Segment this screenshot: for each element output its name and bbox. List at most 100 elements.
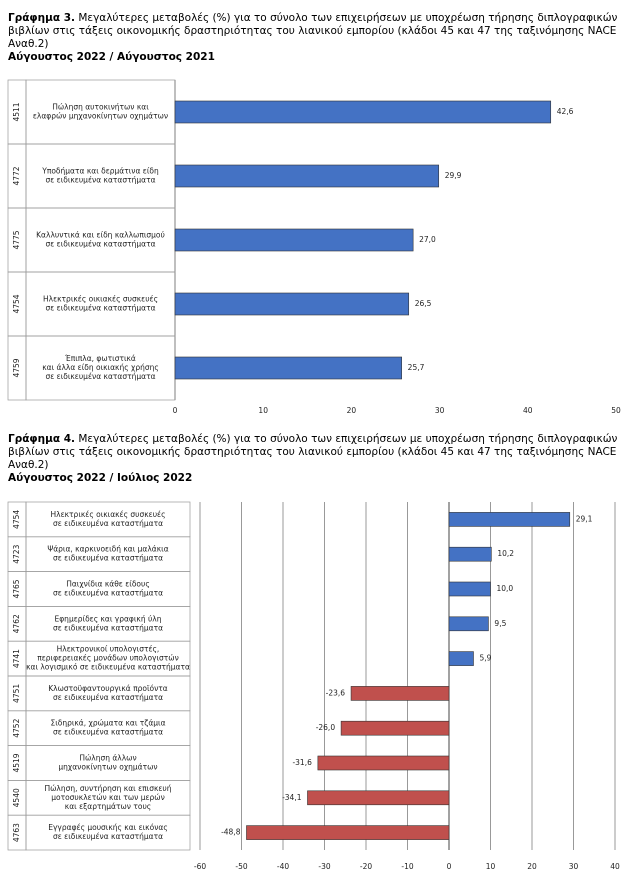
category-label: και εξαρτημάτων τους: [65, 802, 151, 811]
category-code: 4519: [12, 753, 21, 772]
category-code: 4759: [12, 358, 21, 377]
bar: [174, 292, 410, 316]
x-tick-label: -20: [360, 862, 372, 871]
category-label: Παιχνίδια κάθε είδους: [66, 580, 150, 589]
value-label: 42,6: [557, 107, 574, 116]
value-label: 29,9: [445, 171, 462, 180]
category-label: Πώληση, συντήρηση και επισκευή: [44, 784, 171, 793]
figure-label: Γράφημα 4.: [8, 433, 75, 445]
bar: [174, 100, 552, 124]
bar: [340, 720, 450, 736]
category-label: μηχανοκίνητων οχημάτων: [58, 763, 157, 772]
bar: [317, 755, 450, 771]
x-tick-label: -60: [194, 862, 206, 871]
category-code: 4752: [12, 718, 21, 737]
x-tick-label: 10: [486, 862, 496, 871]
bar: [246, 825, 450, 840]
x-tick-label: 20: [527, 862, 537, 871]
bar: [448, 581, 491, 597]
category-label: σε ειδικευμένα καταστήματα: [45, 372, 155, 381]
x-tick-label: 0: [447, 862, 452, 871]
category-code: 4511: [12, 102, 21, 121]
category-label: Καλλυντικά και είδη καλλωπισμού: [36, 231, 165, 240]
x-tick-label: 50: [611, 406, 621, 415]
x-tick-label: 30: [435, 406, 445, 415]
category-label: Έπιπλα, φωτιστικά: [64, 354, 136, 363]
figure-label: Γράφημα 3.: [8, 12, 75, 24]
value-label: 10,2: [497, 549, 514, 558]
category-label: περιφερειακές μονάδων υπολογιστών: [37, 654, 179, 663]
bar: [448, 546, 492, 562]
category-label: σε ειδικευμένα καταστήματα: [45, 176, 155, 185]
category-code: 4763: [12, 823, 21, 842]
category-label: Σιδηρικά, χρώματα και τζάμια: [50, 719, 165, 728]
category-label: μοτοσυκλετών και των μερών: [51, 793, 165, 802]
chart-title: Μεγαλύτερες μεταβολές (%) για το σύνολο …: [8, 12, 618, 50]
category-label: Εφημερίδες και γραφική ύλη: [55, 614, 162, 623]
category-label: σε ειδικευμένα καταστήματα: [53, 693, 163, 702]
category-label: σε ειδικευμένα καταστήματα: [45, 304, 155, 313]
category-code: 4754: [12, 510, 21, 529]
chart-subtitle: Αύγουστος 2022 / Ιούλιος 2022: [8, 472, 193, 484]
category-code: 4772: [12, 166, 21, 185]
value-label: 25,7: [408, 363, 425, 372]
bar: [448, 616, 489, 632]
bar: [307, 790, 450, 806]
category-cell: [25, 814, 191, 851]
bar: [350, 686, 450, 701]
category-label: σε ειδικευμένα καταστήματα: [45, 240, 155, 249]
value-label: 10,0: [497, 584, 514, 593]
category-label: και λογισμικό σε ειδικευμένα καταστήματα: [26, 663, 190, 672]
category-label: σε ειδικευμένα καταστήματα: [53, 554, 163, 563]
category-code: 4540: [12, 788, 21, 807]
value-label: -34,1: [282, 793, 302, 802]
x-tick-label: -30: [318, 862, 330, 871]
value-label: 26,5: [415, 299, 432, 308]
bar: [174, 164, 440, 188]
x-tick-label: -50: [235, 862, 247, 871]
category-label: σε ειδικευμένα καταστήματα: [53, 519, 163, 528]
value-label: -31,6: [292, 758, 312, 767]
category-label: Κλωστοϋφαντουργικά προϊόντα: [48, 684, 168, 693]
category-code: 4751: [12, 684, 21, 703]
category-code: 4762: [12, 614, 21, 633]
chart-title-block: Γράφημα 4. Μεγαλύτερες μεταβολές (%) για…: [8, 433, 633, 485]
category-label: Ηλεκτρονικοί υπολογιστές,: [57, 645, 160, 654]
category-label: σε ειδικευμένα καταστήματα: [53, 623, 163, 632]
category-label: και άλλα είδη οικιακής χρήσης: [42, 363, 159, 372]
category-code: 4754: [12, 294, 21, 313]
category-code: 4765: [12, 579, 21, 598]
x-tick-label: 10: [258, 406, 268, 415]
category-label: σε ειδικευμένα καταστήματα: [53, 728, 163, 737]
x-tick-label: 20: [347, 406, 357, 415]
chart-title-block: Γράφημα 3. Μεγαλύτερες μεταβολές (%) για…: [8, 12, 633, 64]
bar: [174, 356, 402, 380]
category-label: Ηλεκτρικές οικιακές συσκευές: [43, 295, 158, 304]
x-tick-label: 40: [610, 862, 620, 871]
category-label: σε ειδικευμένα καταστήματα: [53, 589, 163, 598]
x-tick-label: 40: [523, 406, 533, 415]
x-tick-label: 0: [173, 406, 178, 415]
category-code: 4775: [12, 230, 21, 249]
value-label: -23,6: [326, 688, 346, 697]
category-label: Πώληση αυτοκινήτων και: [52, 103, 149, 112]
value-label: -48,8: [221, 828, 241, 837]
value-label: 27,0: [419, 235, 436, 244]
category-label: Ψάρια, καρκινοειδή και μαλάκια: [47, 545, 168, 554]
x-tick-label: 30: [569, 862, 579, 871]
chart-title: Μεγαλύτερες μεταβολές (%) για το σύνολο …: [8, 433, 618, 471]
category-label: Υποδήματα και δερμάτινα είδη: [41, 167, 159, 176]
value-label: 9,5: [494, 619, 506, 628]
x-tick-label: -10: [401, 862, 413, 871]
value-label: 29,1: [576, 514, 593, 523]
category-label: Εγγραφές μουσικής και εικόνας: [48, 823, 167, 832]
category-label: σε ειδικευμένα καταστήματα: [53, 832, 163, 841]
value-label: -26,0: [316, 723, 336, 732]
category-label: Ηλεκτρικές οικιακές συσκευές: [50, 510, 165, 519]
bar: [448, 512, 571, 527]
value-label: 5,9: [479, 654, 491, 663]
category-label: ελαφρών μηχανοκίνητων οχημάτων: [33, 112, 168, 121]
category-label: Πώληση άλλων: [79, 754, 136, 763]
